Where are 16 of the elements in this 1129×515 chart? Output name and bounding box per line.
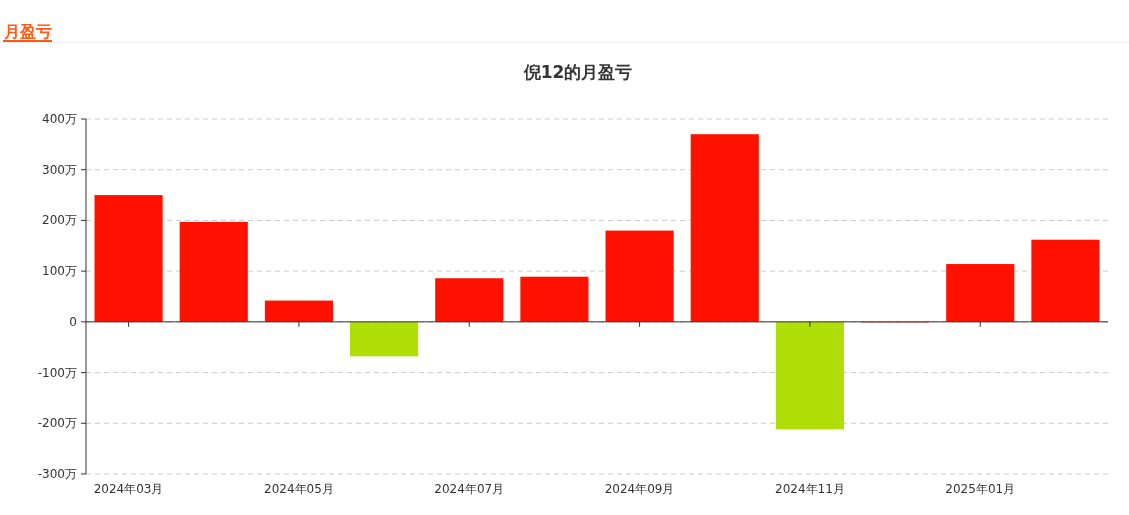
y-tick-label: -200万 <box>37 416 77 431</box>
x-tick-label: 2024年11月 <box>775 482 845 496</box>
y-tick-label: 300万 <box>42 162 77 177</box>
x-tick-label: 2024年09月 <box>604 482 675 496</box>
x-tick-label: 2025年01月 <box>945 482 1016 496</box>
chart-title: 倪12的月盈亏 <box>522 62 633 82</box>
text: 月盈亏 <box>3 22 52 41</box>
y-tick-label: 0 <box>69 314 77 329</box>
y-tick-label: 400万 <box>42 112 77 126</box>
x-tick-label: 2024年07月 <box>434 482 505 496</box>
x-tick-label: 2024年05月 <box>264 482 334 496</box>
y-tick-label: -300万 <box>37 467 77 481</box>
x-tick-label: 2024年03月 <box>93 482 164 496</box>
y-tick-label: -100万 <box>37 365 77 380</box>
y-tick-label: 100万 <box>42 264 77 279</box>
y-tick-label: 200万 <box>42 213 77 228</box>
